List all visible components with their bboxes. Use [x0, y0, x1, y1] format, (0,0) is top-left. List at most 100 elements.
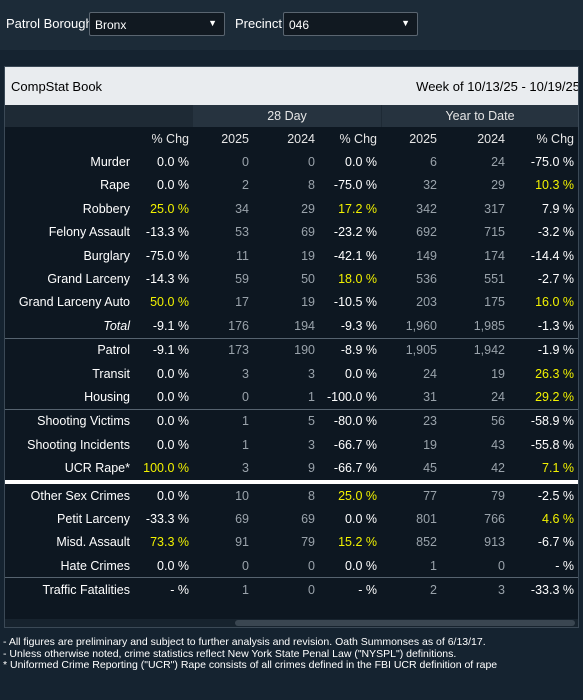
table-cell: 0 [498, 558, 505, 573]
table-row: Transit 0.0 % 3 3 0.0 % 24 19 26.3 % [5, 362, 578, 385]
table-cell: 31 [423, 389, 437, 404]
row-label: Shooting Incidents [27, 437, 130, 452]
borough-select[interactable]: Bronx ▼ [89, 12, 225, 36]
group-28-day: 28 Day [193, 105, 381, 127]
table-cell: 42 [491, 461, 505, 476]
table-cell: 10 [193, 479, 253, 508]
horizontal-scrollbar[interactable] [5, 619, 578, 627]
table-cell: - % [319, 577, 381, 602]
table-cell: 7.9 % [542, 201, 574, 216]
row-label: Misd. Assault [56, 535, 130, 550]
table-cell: 11 [236, 248, 249, 263]
table-cell: -14.4 % [530, 248, 574, 263]
table-cell: 194 [294, 318, 315, 333]
table-cell: 176 [228, 318, 249, 333]
row-label: Petit Larceny [57, 511, 130, 526]
table-cell: 19 [301, 248, 315, 263]
table-cell: 77 [381, 479, 441, 508]
table-cell: 0 [308, 155, 315, 170]
filter-bar: Patrol Borough: Bronx ▼ Precinct: 046 ▼ [0, 0, 583, 50]
table-cell: 24 [491, 389, 505, 404]
row-label: Murder [90, 155, 130, 170]
table-cell: -3.2 % [537, 225, 574, 240]
table-cell: 2 [242, 178, 249, 193]
card-header: CompStat Book Week of 10/13/25 - 10/19/2… [5, 67, 579, 105]
row-label: Shooting Victims [5, 408, 133, 434]
column-header: 2025 [409, 131, 437, 146]
table-cell: 174 [484, 248, 505, 263]
scrollbar-thumb[interactable] [235, 620, 575, 626]
table-cell: 801 [416, 511, 437, 526]
table-cell: 9 [308, 461, 315, 476]
table-row: Rape 0.0 % 2 8 -75.0 % 32 29 10.3 % [5, 174, 578, 197]
compstat-card: CompStat Book Week of 10/13/25 - 10/19/2… [4, 66, 579, 628]
row-label: Transit [92, 366, 130, 381]
table-cell: 203 [416, 295, 437, 310]
table-row: Shooting Incidents 0.0 % 1 3 -66.7 % 19 43 -55.… [5, 433, 578, 456]
table-cell: 0 [242, 558, 249, 573]
table-cell: -42.1 % [333, 248, 377, 263]
column-header: % Chg [151, 131, 189, 146]
table-cell: 19 [491, 366, 505, 381]
table-cell: -33.3 % [509, 577, 578, 602]
row-label: Grand Larceny [47, 272, 130, 287]
table-cell: 342 [416, 201, 437, 216]
table-cell: 25.0 % [150, 201, 189, 216]
group-blank-weekly [134, 105, 192, 127]
table-cell: 0 [308, 558, 315, 573]
table-cell: 15.2 % [338, 535, 377, 550]
table-cell: -9.3 % [340, 318, 377, 333]
borough-label: Patrol Borough: [6, 16, 97, 31]
table-cell: 100.0 % [143, 461, 189, 476]
table-cell: 0.0 % [157, 558, 189, 573]
footnotes: - All figures are preliminary and subjec… [3, 636, 581, 672]
row-label: Patrol [5, 337, 133, 362]
table-cell: 3 [242, 366, 249, 381]
table-row: Grand Larceny Auto 50.0 % 17 19 -10.5 % 203 17… [5, 291, 578, 314]
table-cell: 0.0 % [157, 178, 189, 193]
table-cell: 715 [484, 225, 505, 240]
table-row: Misd. Assault 73.3 % 91 79 15.2 % 852 913 -6.7 … [5, 531, 578, 554]
table-cell: 7.1 % [542, 461, 574, 476]
footnote: - All figures are preliminary and subjec… [3, 636, 486, 648]
week-range: Week of 10/13/25 - 10/19/25 [416, 79, 579, 94]
row-label: Burglary [83, 248, 130, 263]
table-cell: -1.3 % [537, 318, 574, 333]
table-row: Petit Larceny -33.3 % 69 69 0.0 % 801 766 4.6 % [5, 507, 578, 530]
table-cell: -14.3 % [145, 272, 189, 287]
table-row: Housing 0.0 % 0 1 -100.0 % 31 24 29.2 % [5, 385, 578, 409]
table-cell: 173 [193, 337, 253, 362]
table-cell: 1,905 [381, 337, 441, 362]
table-cell: 69 [301, 511, 315, 526]
chevron-down-icon: ▼ [401, 18, 410, 28]
row-header-blank [5, 127, 133, 150]
table-cell: 551 [484, 272, 505, 287]
table-cell: 0.0 % [345, 366, 377, 381]
table-cell: -10.5 % [333, 295, 377, 310]
table-cell: 852 [416, 535, 437, 550]
table-cell: 8 [253, 479, 319, 508]
table-cell: -8.9 % [319, 337, 381, 362]
table-cell: 6 [430, 155, 437, 170]
table-cell: 149 [416, 248, 437, 263]
card-title: CompStat Book [11, 79, 103, 94]
table-cell: 79 [301, 535, 315, 550]
row-label: Hate Crimes [60, 558, 130, 573]
table-cell: -58.9 % [509, 408, 578, 434]
table-cell: 2 [381, 577, 441, 602]
table-row: Patrol -9.1 % 173 190 -8.9 % 1,905 1,942 -1.9 % [5, 337, 578, 362]
row-label: Grand Larceny Auto [18, 295, 130, 310]
table-cell: 17.2 % [338, 201, 377, 216]
table-cell: 8 [308, 178, 315, 193]
table-cell: 23 [381, 408, 441, 434]
table-cell: 50.0 % [150, 295, 189, 310]
table-row: Hate Crimes 0.0 % 0 0 0.0 % 1 0 - % [5, 554, 578, 578]
table-cell: 19 [423, 437, 437, 452]
column-header: 2025 [221, 131, 249, 146]
table-row: Felony Assault -13.3 % 53 69 -23.2 % 692 715 -3… [5, 221, 578, 244]
table-cell: 69 [235, 511, 249, 526]
table-cell: 3 [308, 437, 315, 452]
precinct-select[interactable]: 046 ▼ [283, 12, 418, 36]
table-row: Traffic Fatalities - % 1 0- % 2 3 -33.3 % [5, 577, 578, 602]
table-cell: 766 [484, 511, 505, 526]
